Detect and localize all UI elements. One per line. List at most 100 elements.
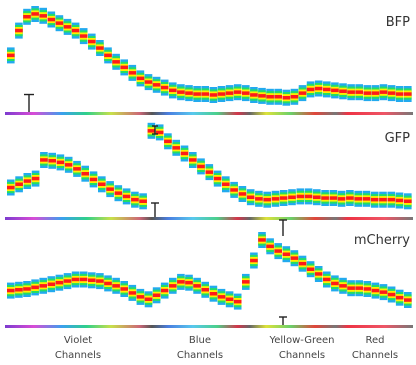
channel-mark — [387, 85, 396, 102]
channel-mark — [258, 87, 266, 104]
channel-mark — [193, 277, 201, 294]
channel-mark — [136, 288, 145, 305]
channel-mark — [242, 273, 250, 290]
error-bar — [24, 93, 34, 112]
channel-mark — [370, 191, 379, 208]
channel-mark — [31, 6, 39, 22]
channel-mark — [313, 189, 321, 206]
channel-mark — [15, 281, 23, 298]
channel-mark — [177, 273, 185, 290]
channel-mark — [323, 81, 331, 98]
channel-mark — [339, 83, 347, 100]
channel-mark — [387, 286, 396, 303]
channel-mark — [147, 122, 156, 139]
channel-mark — [329, 190, 338, 206]
channel-mark — [64, 156, 73, 173]
channel-group-suffix: Channels — [176, 350, 224, 361]
channel-mark — [404, 86, 412, 102]
channel-mark — [96, 40, 104, 56]
channel-mark — [96, 273, 104, 290]
channel-mark — [201, 281, 209, 298]
channel-mark — [230, 181, 238, 198]
channel-mark — [298, 85, 307, 102]
channel-mark — [274, 243, 282, 260]
channel-mark — [104, 47, 112, 64]
channel-mark — [404, 193, 412, 210]
channel-mark — [255, 190, 263, 207]
channel-mark — [288, 189, 296, 206]
channel-mark — [290, 88, 299, 105]
channel-mark — [238, 186, 247, 202]
channel-mark — [56, 154, 65, 171]
channel-mark — [47, 276, 56, 293]
channel-mark — [55, 274, 64, 291]
channel-mark — [155, 124, 164, 141]
channel-group-name: Red — [365, 335, 385, 346]
channel-mark — [354, 190, 362, 207]
channel-mark — [31, 170, 40, 187]
channel-mark — [404, 292, 412, 308]
channel-mark — [71, 271, 80, 288]
panel-label: mCherry — [354, 233, 410, 248]
channel-mark — [185, 85, 193, 102]
panel-mcherry: mCherry — [5, 219, 413, 328]
channel-mark — [395, 86, 404, 102]
channel-mark — [242, 85, 250, 102]
channel-mark — [222, 176, 230, 193]
channel-mark — [98, 176, 106, 193]
channel-mark — [371, 282, 380, 299]
channel-mark — [337, 190, 346, 207]
channel-mark — [15, 176, 23, 193]
channel-mark — [290, 250, 299, 267]
channel-mark — [363, 85, 372, 102]
channel-mark — [89, 171, 98, 188]
channel-mark — [347, 84, 355, 101]
channel-mark — [279, 190, 288, 206]
channel-mark — [201, 86, 209, 102]
channel-mark — [7, 179, 15, 196]
channel-mark — [217, 86, 226, 102]
channel-mark — [197, 158, 205, 175]
channel-group-name: Violet — [63, 335, 93, 346]
channel-mark — [47, 11, 56, 28]
channel-mark — [31, 279, 39, 296]
channel-mark — [122, 188, 131, 205]
channel-mark — [371, 85, 380, 102]
channel-mark — [258, 232, 266, 248]
channel-mark — [314, 80, 323, 97]
channel-mark — [395, 289, 404, 306]
channel-mark — [177, 84, 185, 101]
channel-mark — [217, 288, 226, 305]
channel-mark — [73, 160, 81, 177]
channel-mark — [114, 185, 123, 202]
channel-mark — [304, 188, 313, 205]
channel-spectrum-strip — [5, 112, 413, 115]
channel-mark — [314, 266, 323, 282]
channel-mark — [79, 271, 88, 288]
channel-mark — [63, 273, 72, 290]
channel-mark — [23, 281, 31, 297]
channel-mark — [346, 190, 354, 206]
channel-mark — [233, 84, 242, 101]
channel-mark — [306, 261, 315, 278]
channel-mark — [112, 277, 120, 294]
channel-mark — [387, 191, 396, 208]
channel-mark — [250, 87, 258, 103]
channel-mark — [106, 181, 114, 198]
channel-mark — [88, 272, 96, 289]
channel-mark — [379, 191, 387, 208]
channel-group-label-yellow-green: Yellow-Green Channels — [256, 333, 348, 363]
channel-mark — [209, 285, 218, 302]
channel-mark — [331, 82, 339, 99]
channel-mark — [266, 88, 274, 105]
channel-mark — [79, 28, 88, 45]
channel-mark — [180, 145, 189, 162]
channel-group-suffix: Channels — [54, 350, 102, 361]
channel-group-suffix: Channels — [278, 350, 326, 361]
channel-mark — [15, 22, 23, 39]
channel-mark — [160, 282, 169, 299]
channel-mark — [55, 15, 64, 32]
channel-mark — [225, 291, 234, 308]
channel-mark — [225, 85, 234, 102]
error-bar — [151, 125, 159, 217]
